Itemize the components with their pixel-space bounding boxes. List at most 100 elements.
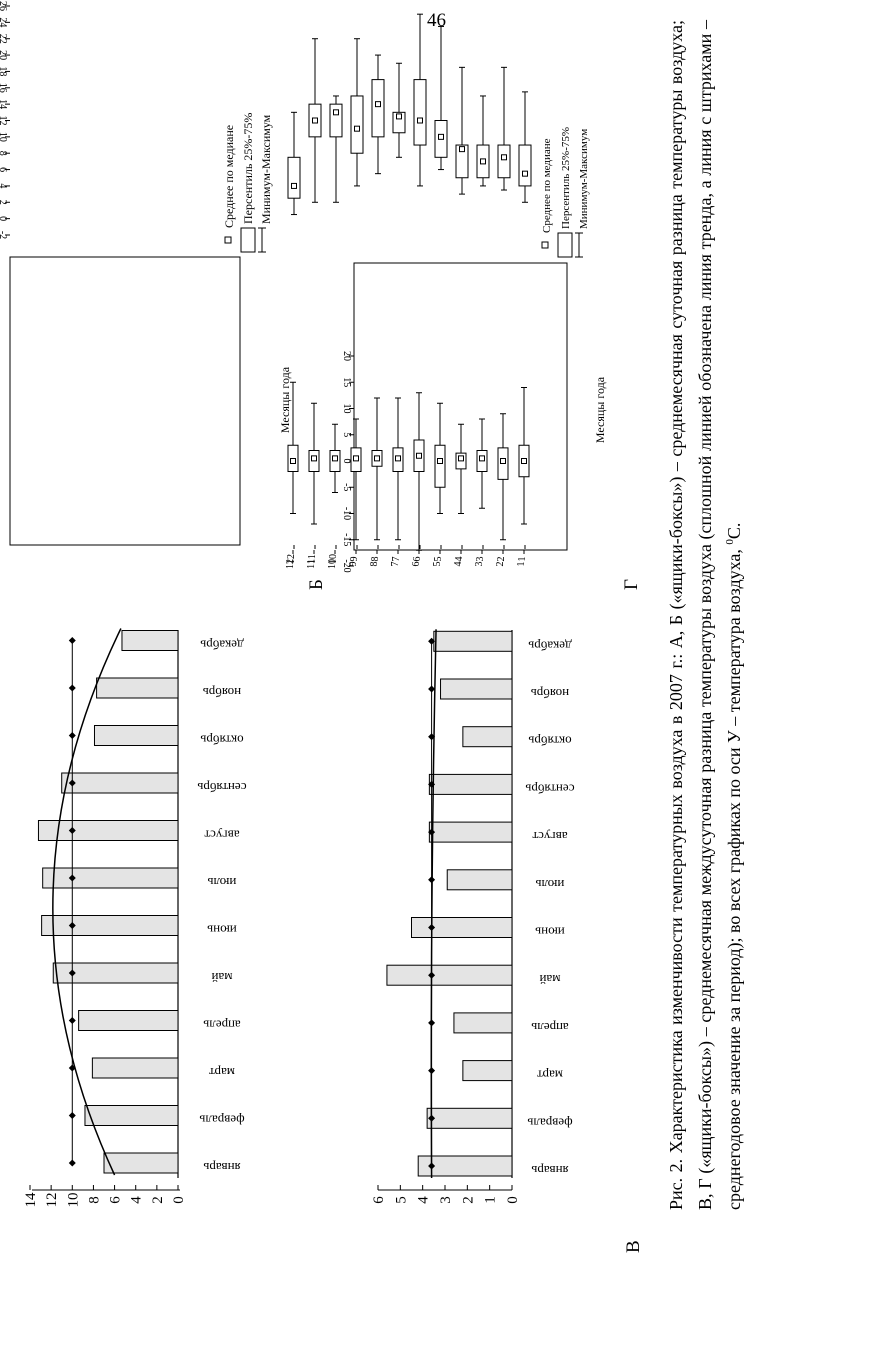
G-ytick-label: -15 [341, 533, 352, 546]
A-bar [446, 869, 513, 891]
B-xtick-label: 5 [433, 557, 444, 562]
V-ytick-label: 6 [108, 1196, 124, 1204]
B-legend-mean-label: Среднее по медиане [222, 125, 236, 228]
B-legend-mean-symbol [224, 236, 232, 244]
A-category-label: июнь [535, 925, 565, 940]
V-category-label: июль [208, 875, 237, 890]
V-mean-marker [68, 827, 76, 834]
B-ytick-label: 16 [0, 83, 8, 93]
B-box [329, 103, 343, 138]
B-ytick-label: 20 [0, 50, 8, 60]
V-mean-marker [68, 779, 76, 787]
V-ytick-label: 4 [129, 1196, 145, 1204]
V-mean-marker [68, 732, 76, 739]
B-ytick-label: 8 [0, 151, 8, 156]
V-category-label: август [204, 828, 240, 843]
V-category-label: сентябрь [197, 780, 246, 795]
G-xtick-label: 7 [390, 562, 401, 567]
A-bar [433, 630, 513, 652]
V-category-label: июнь [207, 923, 237, 938]
B-ytick-label: 24 [0, 17, 8, 27]
G-legend-mean-label: Среднее по медиане [541, 138, 553, 233]
B-xtick-label: 11 [307, 554, 318, 564]
G-median-marker [374, 455, 380, 462]
B-legend-box-label: Персентиль 25%-75% [241, 113, 255, 224]
G-xtick-label: 4 [453, 562, 464, 567]
B-ytick-label: 18 [0, 66, 8, 76]
page-number: 46 [427, 10, 446, 31]
G-xtick-label: 8 [369, 562, 380, 567]
A-mean-marker [428, 685, 436, 693]
G-ytick-label: 0 [341, 459, 352, 464]
V-mean-marker [68, 1017, 76, 1024]
G-legend-box-symbol [557, 232, 573, 258]
G-legend-range-label: Минимум-Максимум [578, 129, 590, 229]
G-ytick-label: -20 [341, 559, 352, 572]
G-median-marker [353, 455, 359, 462]
G-xtick-label: 10 [327, 559, 338, 569]
A-bar [462, 726, 513, 748]
G-xtick-label: 12 [285, 559, 296, 569]
B-median-marker [459, 146, 465, 153]
V-ytick-label: 0 [171, 1196, 187, 1204]
G-median-marker [521, 458, 527, 464]
V-bar [93, 725, 179, 746]
B-median-marker [417, 117, 423, 124]
B-xtick-label: 1 [517, 557, 528, 562]
A-category-label: ноябрь [531, 686, 569, 701]
G-legend-box-label: Персентиль 25%-75% [560, 127, 572, 229]
G-xtick-label: 5 [432, 562, 443, 567]
V-bar [78, 1010, 179, 1031]
A-category-label: апрель [531, 1020, 568, 1035]
figure-caption: Рис. 2. Характеристика изменчивости темп… [662, 20, 862, 1210]
A-category-label: июль [536, 877, 565, 892]
V-bar [121, 630, 179, 651]
V-category-label: апрель [203, 1018, 240, 1033]
G-median-marker [437, 458, 443, 464]
A-category-label: август [532, 829, 568, 844]
V-trend-line [52, 628, 122, 1176]
B-xtick-label: 7 [391, 557, 402, 562]
A-category-label: февраль [527, 1115, 572, 1130]
G-legend-mean-symbol [541, 241, 549, 249]
B-xtick-label: 12 [286, 554, 297, 564]
B-xtick-label: 9 [349, 557, 360, 562]
A-bar [462, 1060, 513, 1082]
G-ytick-label: -10 [341, 507, 352, 520]
caption-unit-superscript: 0 [724, 539, 736, 545]
V-category-label: декабрь [200, 638, 243, 653]
B-xtick-label: 6 [412, 557, 423, 562]
B-legend-box-symbol [240, 227, 256, 253]
A-category-label: октябрь [528, 734, 571, 749]
G-box [434, 444, 446, 488]
B-ytick-label: -2 [0, 231, 8, 239]
A-category-label: январь [531, 1163, 568, 1178]
V-bar [84, 1105, 179, 1126]
G-median-marker [479, 455, 485, 462]
G-ytick-label: 20 [341, 351, 352, 361]
G-median-marker [500, 458, 506, 464]
B-box [497, 144, 511, 179]
G-axis-label: Месяцы года [593, 376, 607, 443]
V-bar [103, 1152, 179, 1174]
B-median-marker [480, 158, 486, 165]
B-ytick-label: 4 [0, 183, 8, 188]
G-ytick-label: 5 [341, 432, 352, 437]
G-ytick-label: 10 [341, 404, 352, 414]
A-ytick-label: 0 [505, 1196, 521, 1204]
B-ytick-label: 2 [0, 200, 8, 205]
B-ytick-label: 6 [0, 167, 8, 172]
V-ytick-label: 2 [150, 1196, 166, 1204]
V-mean-marker [68, 922, 76, 929]
V-bar [41, 915, 179, 936]
B-plot-frame [9, 256, 241, 546]
B-box [518, 144, 532, 187]
B-box [287, 156, 301, 199]
G-xtick-label: 11 [306, 559, 317, 569]
A-bar [417, 1155, 513, 1177]
A-category-label: март [537, 1068, 563, 1083]
B-xtick-label: 10 [328, 554, 339, 564]
A-ytick-label: 4 [416, 1196, 432, 1204]
caption-text: Рис. 2. Характеристика изменчивости темп… [666, 20, 744, 1210]
V-category-label: февраль [199, 1113, 244, 1128]
